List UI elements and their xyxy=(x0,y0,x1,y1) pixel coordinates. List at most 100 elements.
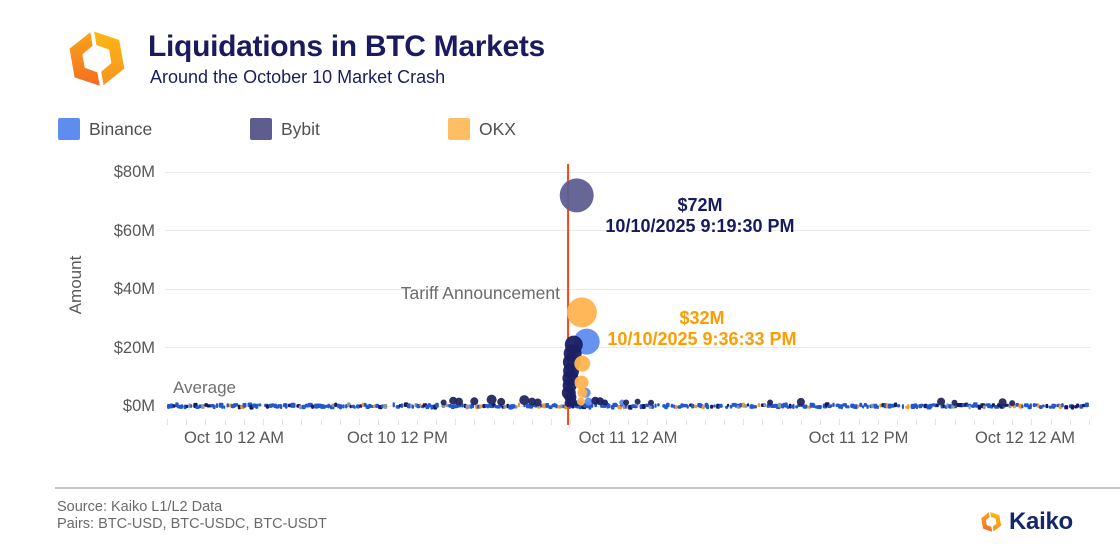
x-minor-tick xyxy=(301,419,303,425)
x-minor-tick xyxy=(1089,419,1090,425)
x-minor-tick xyxy=(589,419,591,425)
x-tick-label: Oct 11 12 PM xyxy=(808,429,909,447)
gridline xyxy=(165,230,1090,231)
x-minor-tick xyxy=(570,419,572,425)
annotation-peak-bybit-time: 10/10/2025 9:19:30 PM xyxy=(605,216,795,236)
data-point xyxy=(1009,400,1016,407)
series-bybit-cluster xyxy=(561,335,608,408)
legend-swatch xyxy=(250,118,272,140)
x-minor-tick xyxy=(493,419,495,425)
y-tick-label: $80M xyxy=(113,163,155,181)
x-minor-tick xyxy=(416,419,418,425)
legend-label: Bybit xyxy=(281,118,320,139)
data-point xyxy=(998,398,1007,407)
data-point xyxy=(470,397,479,406)
event-line-label: Tariff Announcement xyxy=(400,283,560,303)
x-minor-tick xyxy=(743,419,745,425)
x-minor-tick xyxy=(224,419,226,425)
baseline-band xyxy=(167,402,1089,410)
data-point xyxy=(577,387,588,398)
data-point xyxy=(486,394,497,405)
data-point xyxy=(796,397,805,406)
data-point xyxy=(937,397,946,406)
x-minor-tick xyxy=(666,419,668,425)
annotation-peak-okx-value: $32M xyxy=(679,308,725,328)
x-minor-tick xyxy=(839,419,841,425)
x-minor-tick xyxy=(1069,419,1071,425)
x-minor-tick xyxy=(800,419,802,425)
series-bybit xyxy=(559,178,594,213)
footer-source: Source: Kaiko L1/L2 Data xyxy=(57,499,223,515)
annotation-peak-okx-time: 10/10/2025 9:36:33 PM xyxy=(607,329,797,349)
gridline xyxy=(165,347,1090,348)
data-point xyxy=(623,399,630,406)
y-tick-label: $40M xyxy=(113,280,155,298)
data-point xyxy=(648,399,654,406)
legend-item-binance: Binance xyxy=(58,118,152,140)
kaiko-brand: Kaiko xyxy=(977,508,1073,536)
x-minor-tick xyxy=(531,419,533,425)
footer-pairs: Pairs: BTC-USD, BTC-USDC, BTC-USDT xyxy=(57,516,327,532)
legend-swatch xyxy=(58,118,80,140)
kaiko-wordmark: Kaiko xyxy=(1009,508,1073,535)
x-tick-label: Oct 12 12 AM xyxy=(975,429,1075,447)
kaiko-brand-logo-icon xyxy=(981,512,1002,532)
data-point xyxy=(596,397,605,406)
data-point xyxy=(602,399,608,406)
x-minor-tick xyxy=(781,419,783,425)
y-tick-label: $0M xyxy=(122,397,155,415)
y-tick-label: $20M xyxy=(113,338,155,357)
x-minor-tick xyxy=(1012,419,1014,425)
legend-item-okx: OKX xyxy=(448,118,516,140)
average-label: Average xyxy=(173,378,237,397)
kaiko-logo-icon xyxy=(69,31,125,86)
legend-label: Binance xyxy=(89,118,153,139)
gridline xyxy=(165,288,1090,290)
x-minor-tick xyxy=(762,419,764,425)
data-point xyxy=(584,397,593,406)
x-minor-tick xyxy=(1031,419,1033,425)
data-point xyxy=(519,395,530,406)
series-okx xyxy=(566,297,597,406)
x-minor-tick xyxy=(378,419,380,425)
x-minor-tick xyxy=(205,419,207,425)
data-point xyxy=(574,355,591,372)
data-point xyxy=(455,397,463,406)
legend-item-bybit: Bybit xyxy=(250,118,320,140)
x-minor-tick xyxy=(608,419,610,425)
page-subtitle: Around the October 10 Market Crash xyxy=(150,67,446,87)
x-minor-tick xyxy=(858,419,860,425)
data-point xyxy=(951,399,958,406)
x-minor-tick xyxy=(935,419,937,425)
x-minor-tick xyxy=(186,419,188,425)
x-minor-tick xyxy=(954,419,956,425)
y-tick-label: $60M xyxy=(113,221,155,240)
legend: Binance Bybit OKX xyxy=(58,118,658,142)
x-minor-tick xyxy=(1050,419,1052,425)
data-point xyxy=(566,297,597,328)
x-minor-tick xyxy=(263,419,265,425)
x-minor-tick xyxy=(628,419,629,425)
data-point xyxy=(564,399,573,408)
x-minor-tick xyxy=(435,419,437,425)
x-minor-tick xyxy=(877,419,879,425)
x-minor-tick xyxy=(704,419,706,425)
footer-divider xyxy=(55,487,1120,489)
legend-label: OKX xyxy=(479,118,516,139)
series-background-spikes xyxy=(440,394,1016,407)
data-point xyxy=(576,397,585,406)
gridline xyxy=(165,171,1090,173)
x-minor-tick xyxy=(724,419,726,425)
x-tick-label: Oct 10 12 AM xyxy=(184,429,284,447)
x-minor-tick xyxy=(455,419,457,425)
data-point xyxy=(574,375,589,390)
x-minor-tick xyxy=(973,419,975,425)
data-point xyxy=(440,399,447,406)
x-minor-tick xyxy=(685,419,687,425)
x-minor-tick xyxy=(512,419,514,425)
x-minor-tick xyxy=(992,419,994,425)
page-title: Liquidations in BTC Markets xyxy=(148,30,545,63)
x-minor-tick xyxy=(647,419,649,425)
